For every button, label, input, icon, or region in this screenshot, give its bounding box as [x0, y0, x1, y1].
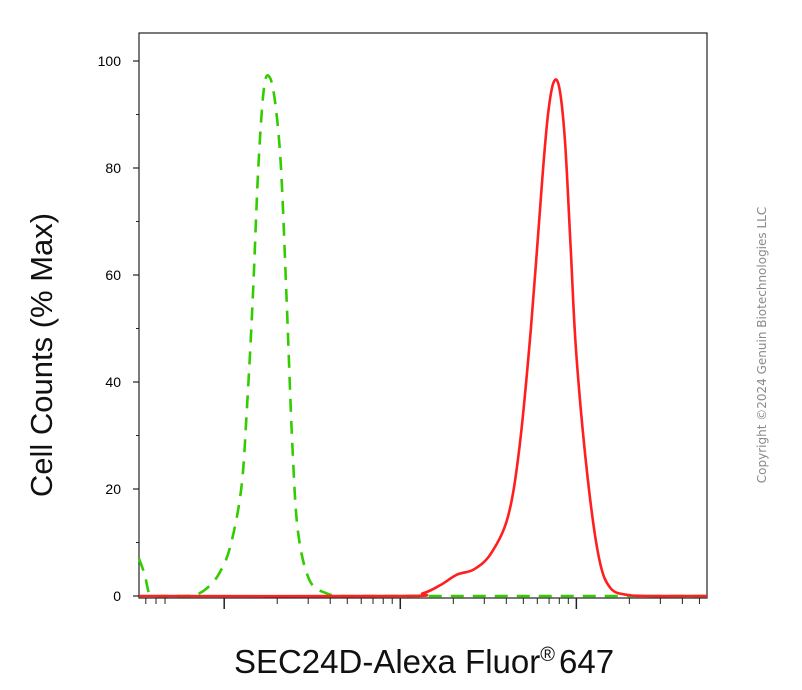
x-axis-title-main: SEC24D-Alexa Fluor [234, 643, 540, 680]
y-tick-label: 40 [105, 374, 121, 390]
y-tick-label: 0 [113, 588, 121, 604]
y-tick-label: 100 [98, 53, 122, 69]
registered-mark: ® [540, 644, 555, 666]
control-series-dashed-line [137, 73, 707, 598]
sample-series-solid-line [138, 78, 707, 598]
plot-area-border [138, 32, 708, 599]
copyright-notice: Copyright ©2024 Genuin Biotechnologies L… [755, 207, 769, 483]
x-axis [145, 598, 700, 609]
series-layer [137, 73, 707, 598]
y-axis: 0 20 40 60 80 100 [98, 53, 139, 604]
y-tick-label: 60 [105, 267, 121, 283]
plot-frame [138, 32, 708, 599]
x-axis-title-suffix: 647 [559, 643, 614, 680]
y-axis-title: Cell Counts (% Max) [24, 213, 59, 497]
y-tick-label: 80 [105, 160, 121, 176]
y-tick-label: 20 [105, 481, 121, 497]
x-axis-title: SEC24D-Alexa Fluor® 647 [234, 643, 614, 680]
